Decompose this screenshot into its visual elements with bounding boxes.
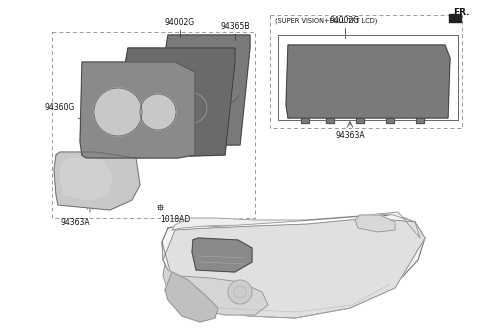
Circle shape — [94, 88, 142, 136]
Polygon shape — [355, 215, 395, 232]
Polygon shape — [172, 212, 420, 238]
Polygon shape — [163, 265, 268, 315]
Polygon shape — [60, 158, 112, 200]
Circle shape — [228, 280, 252, 304]
Text: 94365B: 94365B — [220, 22, 250, 31]
Polygon shape — [449, 14, 461, 22]
Polygon shape — [192, 238, 252, 272]
Text: 94360G: 94360G — [45, 103, 75, 112]
Polygon shape — [286, 45, 450, 118]
Text: 94123A: 94123A — [102, 71, 132, 80]
Polygon shape — [416, 118, 424, 123]
Polygon shape — [386, 118, 394, 123]
Polygon shape — [54, 152, 140, 210]
Text: 94002G: 94002G — [330, 16, 360, 25]
Polygon shape — [100, 48, 235, 158]
Text: 94363A: 94363A — [335, 131, 365, 140]
Polygon shape — [142, 35, 250, 145]
Polygon shape — [326, 118, 334, 123]
Text: 94363A: 94363A — [60, 218, 90, 227]
Text: 94002G: 94002G — [165, 18, 195, 27]
Polygon shape — [162, 214, 425, 318]
Polygon shape — [301, 118, 309, 123]
Text: 1018AD: 1018AD — [160, 215, 190, 224]
Text: FR.: FR. — [453, 8, 469, 17]
Polygon shape — [162, 218, 425, 318]
Text: (SUPER VISION+FULL TFT LCD): (SUPER VISION+FULL TFT LCD) — [275, 17, 377, 24]
Polygon shape — [356, 118, 364, 123]
Polygon shape — [80, 62, 195, 158]
Polygon shape — [165, 272, 218, 322]
Circle shape — [140, 94, 176, 130]
